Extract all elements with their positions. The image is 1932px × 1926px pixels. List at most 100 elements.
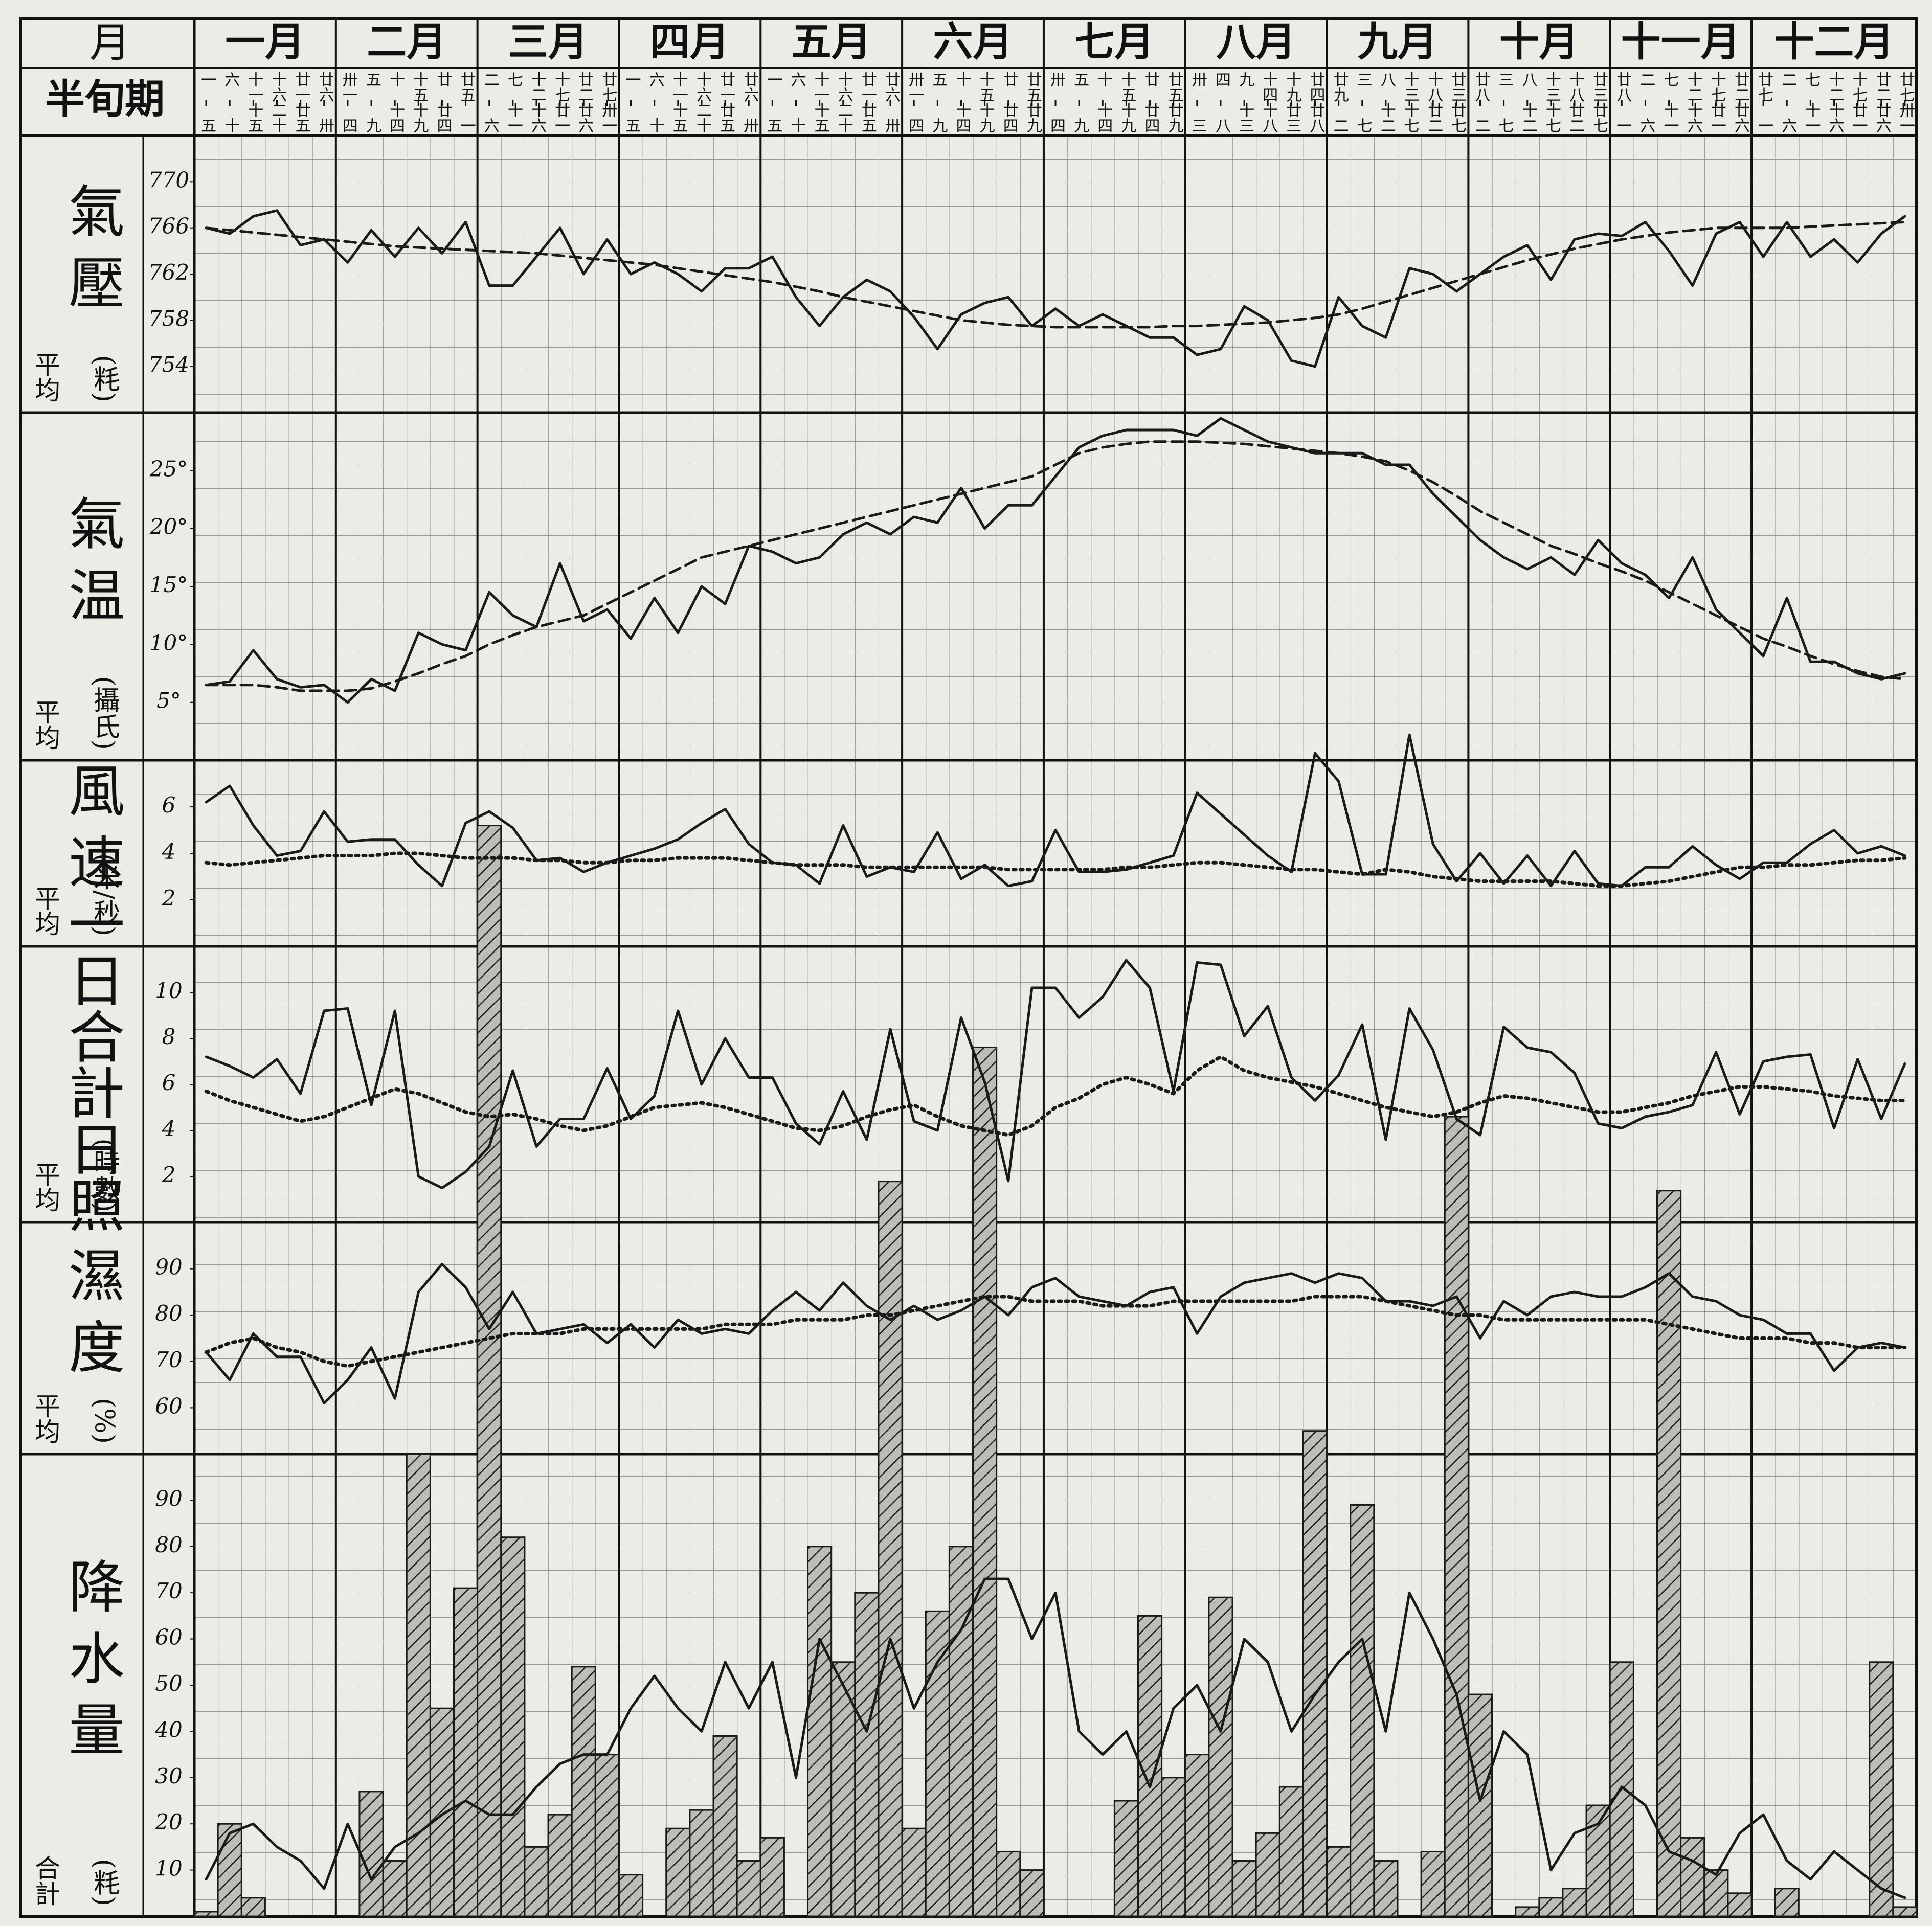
bar (1113, 1800, 1139, 1917)
bar (1538, 1897, 1564, 1917)
pentad-end: 廿四 (1142, 102, 1160, 133)
pentad-end: 十二 (1378, 102, 1396, 133)
pentad-end: 十四 (387, 102, 405, 133)
bar (524, 1846, 549, 1917)
y-tick-label: 6 (162, 1070, 176, 1095)
y-tick-label: 6 (162, 792, 176, 818)
y-tick-label: 4 (162, 839, 176, 864)
pentad-start: 七 (505, 72, 523, 87)
y-tick-label: 15° (150, 572, 188, 597)
pentad-start: 廿七 (1755, 72, 1773, 102)
month-label: 三月 (508, 19, 588, 65)
series-line (205, 1263, 1906, 1404)
bar (547, 1814, 573, 1917)
pentad-end: 三 (1189, 118, 1207, 133)
y-tick-label: 30 (155, 1763, 182, 1788)
pentad-end: 十五 (812, 102, 829, 133)
bar (972, 1046, 998, 1917)
pentad-end: 五 (623, 118, 641, 133)
pentad-end: 廿九 (1024, 102, 1042, 133)
pentad-end: 二 (1331, 118, 1349, 133)
pentad-start: 三 (1354, 72, 1372, 87)
pentad-end: 十九 (410, 102, 428, 133)
bar (1869, 1661, 1894, 1917)
pentad-end: 九 (1071, 118, 1089, 133)
pentad-end: 九 (929, 118, 947, 133)
pentad-start: 十五 (410, 72, 428, 102)
bar (594, 1754, 620, 1917)
pentad-start: 十 (953, 72, 971, 87)
pentad-end: 廿六 (1873, 102, 1891, 133)
pentad-end: 廿四 (1000, 102, 1018, 133)
pentad-start: 廿二 (1873, 72, 1891, 102)
month-label: 十一月 (1621, 19, 1741, 65)
pentad-start: 卅一 (340, 72, 358, 102)
bar (453, 1587, 479, 1917)
bar (358, 1791, 384, 1917)
bar (712, 1735, 738, 1917)
pentad-end: 六 (1637, 118, 1655, 133)
pentad-start: 八 (1519, 72, 1538, 87)
y-tick-label: 8 (162, 1024, 176, 1049)
pentad-start: 十三 (1543, 72, 1561, 102)
pentad-start: 廿二 (575, 72, 593, 102)
bar (1515, 1906, 1540, 1917)
panel-note: 平均 (31, 351, 60, 402)
pentad-end: 二 (1472, 118, 1490, 133)
pentad-end: 十六 (1684, 102, 1702, 133)
bar (1184, 1754, 1210, 1917)
pentad-start: 十一 (245, 72, 263, 102)
bar (1019, 1869, 1045, 1917)
pentad-start: 一 (623, 72, 641, 87)
series-line (205, 417, 1906, 704)
pentad-end: 十四 (953, 102, 971, 133)
bar (618, 1874, 644, 1917)
pentad-start: 二 (1779, 72, 1796, 87)
pentad-end: 四 (340, 118, 357, 133)
pentad-start: 七 (1661, 72, 1679, 87)
pentad-end: 十五 (245, 102, 263, 133)
pentad-end: 廿七 (1590, 102, 1608, 133)
month-label: 八月 (1216, 19, 1296, 65)
series-line (205, 220, 1906, 329)
y-tick-label: 70 (155, 1578, 182, 1603)
pentad-end: 十九 (977, 102, 995, 133)
pentad-start: 八 (1378, 72, 1396, 87)
pentad-end: 一 (1613, 118, 1631, 133)
pentad-start: 十七 (1850, 72, 1868, 102)
panel-note: 平均 (31, 699, 60, 750)
month-label: 七月 (1074, 19, 1154, 65)
y-tick-label: 20° (149, 514, 188, 539)
pentad-start: 廿三 (1590, 72, 1608, 102)
pentad-start: 九 (1236, 72, 1254, 87)
panel-unit: (粍) (89, 1859, 120, 1906)
y-tick-label: 90 (155, 1255, 182, 1280)
pentad-start: 廿八 (1613, 72, 1632, 102)
bar (1208, 1596, 1233, 1917)
y-tick-label: 4 (162, 1116, 176, 1141)
panel-label: 一日合計日照 (59, 895, 124, 1233)
pentad-start: 十二 (1826, 72, 1844, 102)
series-line (205, 440, 1906, 692)
pentad-end: 廿六 (1732, 102, 1749, 133)
bar (736, 1860, 761, 1917)
pentad-start: 十九 (1283, 72, 1301, 102)
pentad-end: 十六 (1826, 102, 1844, 133)
pentad-start: 三 (1496, 72, 1514, 87)
pentad-start: 六 (788, 72, 805, 87)
pentad-end: 六 (481, 118, 499, 133)
pentad-start: 廿七 (1897, 72, 1915, 102)
pentad-end: 廿五 (859, 102, 877, 133)
bar (1444, 1116, 1469, 1917)
month-label: 六月 (933, 19, 1013, 65)
pentad-start: 一 (198, 72, 216, 87)
pentad-start: 廿五 (458, 72, 476, 102)
pentad-end: 廿一 (1708, 102, 1726, 133)
pentad-end: 廿一 (552, 102, 570, 133)
panel-unit: (時數) (89, 1138, 120, 1212)
y-tick-label: 20 (154, 1809, 182, 1834)
pentad-end: 廿一 (1850, 102, 1868, 133)
pentad-start: 十八 (1566, 72, 1585, 102)
pentad-start: 十一 (812, 72, 829, 102)
